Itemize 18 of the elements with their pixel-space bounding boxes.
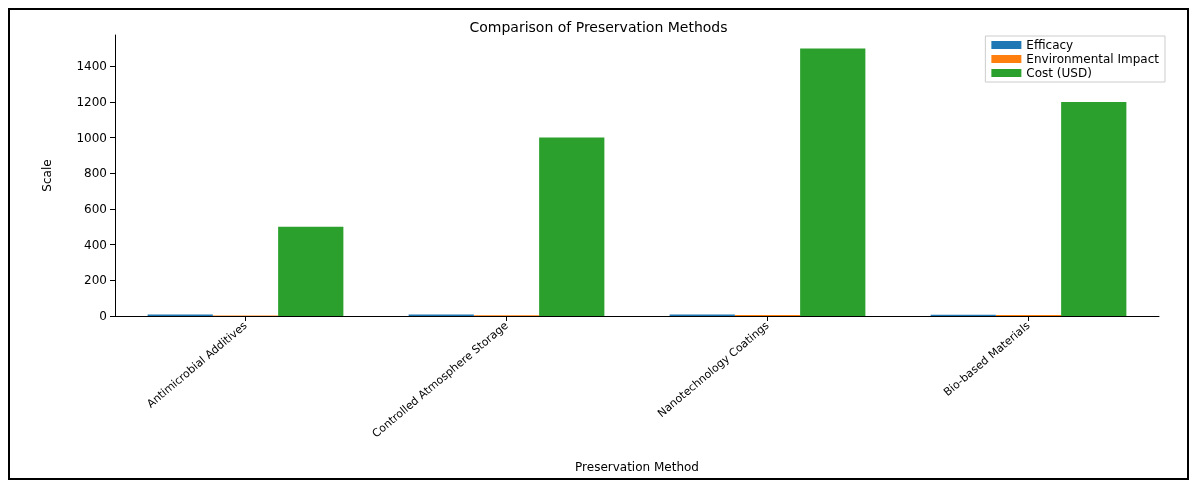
y-tick-label: 400	[84, 237, 107, 252]
y-tick-label: 600	[84, 201, 107, 216]
bar	[539, 137, 605, 316]
legend-label: Efficacy	[1026, 38, 1074, 52]
chart-title: Comparison of Preservation Methods	[469, 19, 728, 35]
y-tick-label: 1000	[76, 130, 107, 145]
legend-label: Cost (USD)	[1026, 66, 1092, 80]
bar	[1061, 101, 1127, 316]
legend-label: Environmental Impact	[1026, 52, 1160, 66]
y-tick-label: 200	[84, 273, 107, 288]
y-axis-title: Scale	[40, 159, 54, 192]
y-tick-label: 1200	[76, 94, 107, 109]
bar	[278, 226, 344, 316]
bar	[800, 48, 866, 316]
x-axis-title: Preservation Method	[575, 460, 699, 474]
y-tick-label: 1400	[76, 59, 107, 74]
y-tick-label: 0	[99, 309, 107, 323]
y-tick-label: 800	[84, 166, 107, 181]
